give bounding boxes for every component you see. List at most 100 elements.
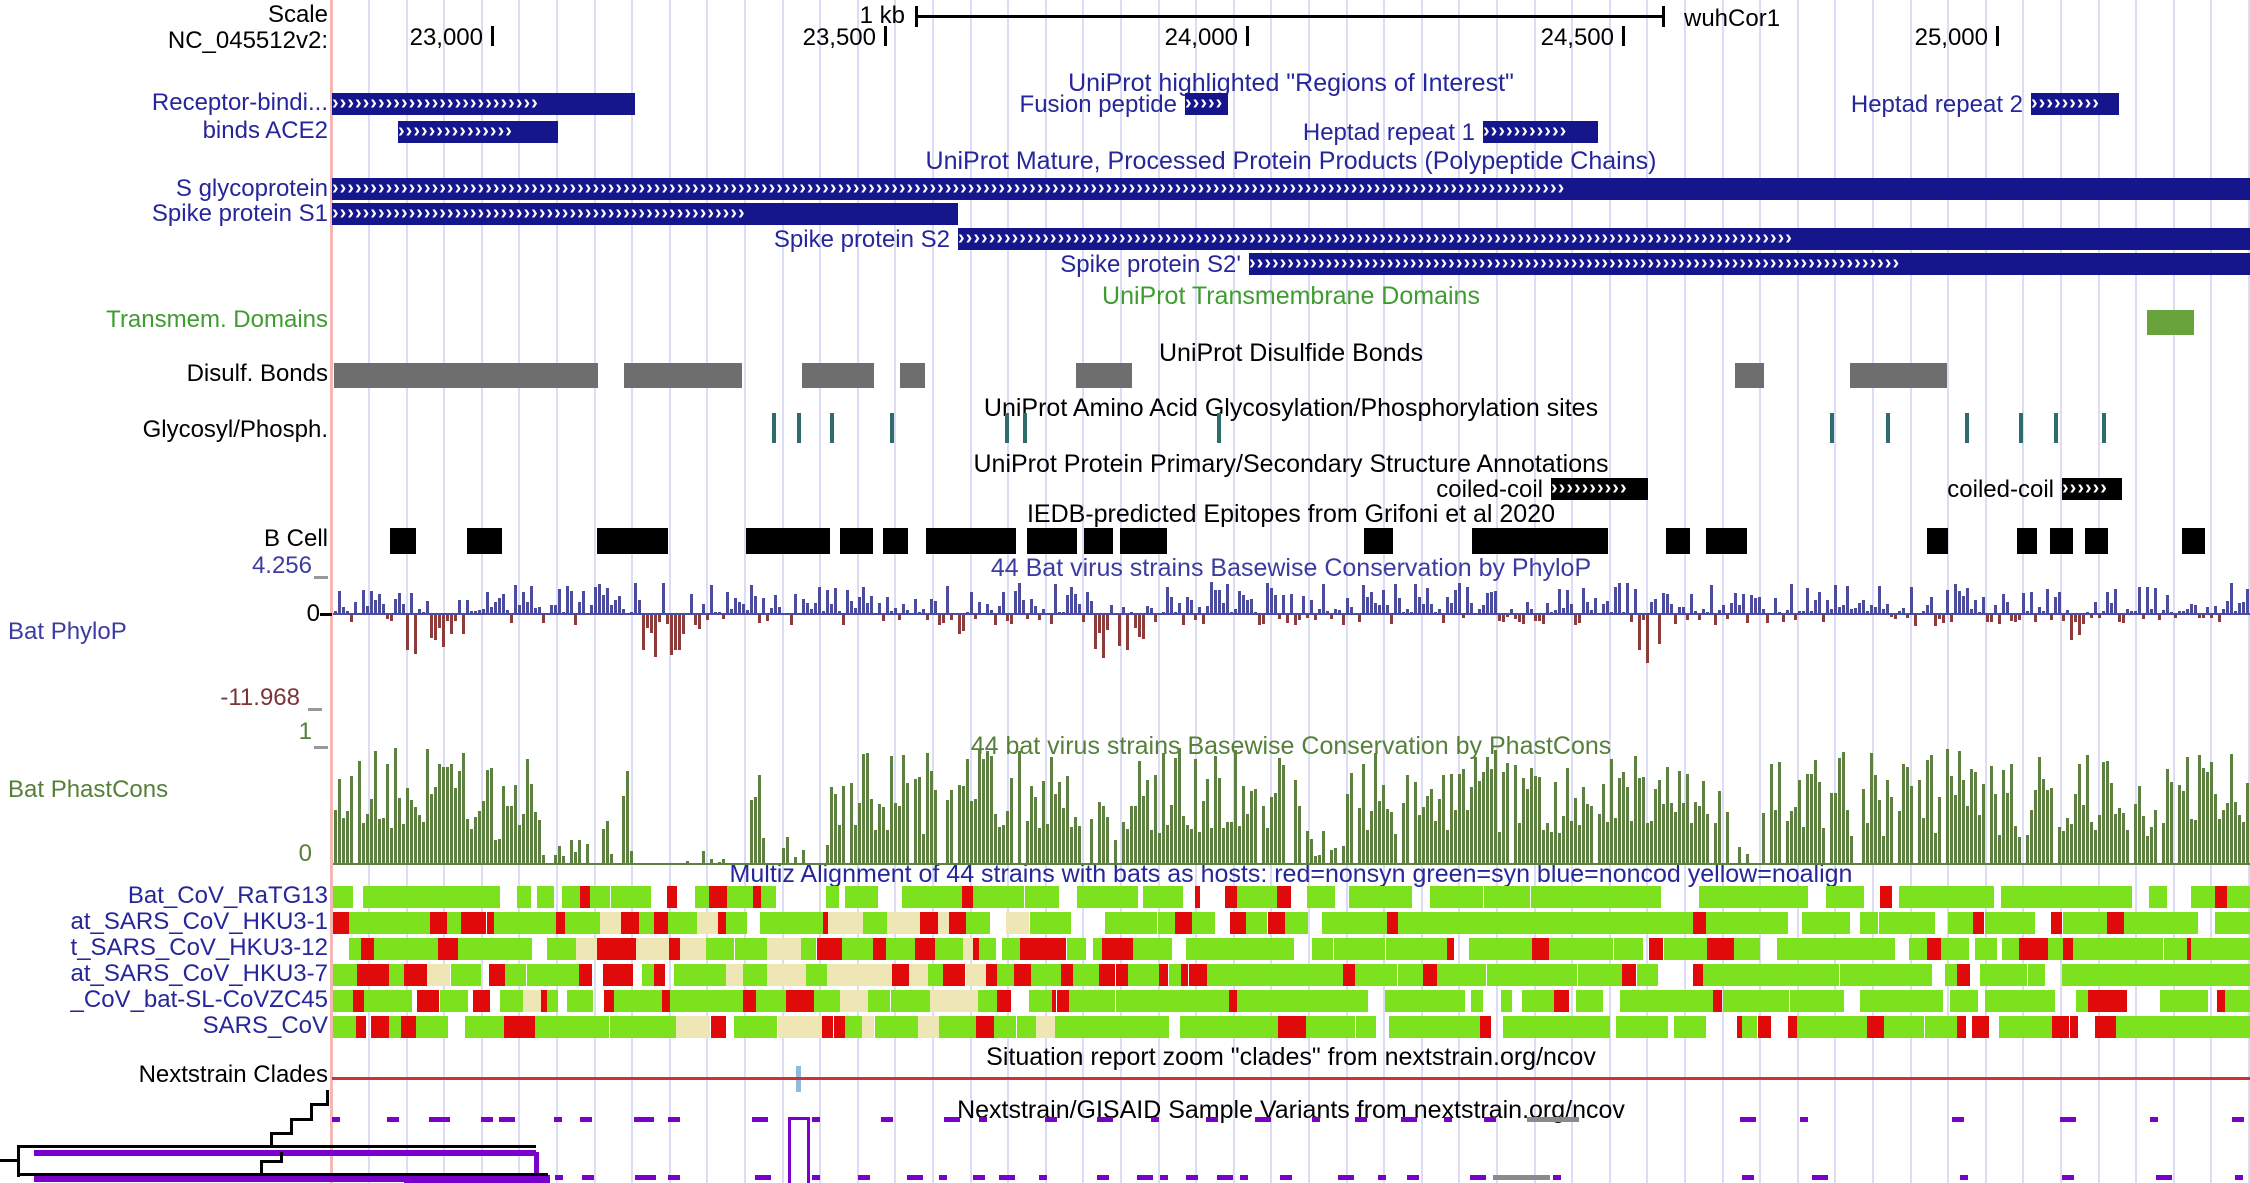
disulfide-block[interactable] bbox=[1076, 363, 1132, 388]
phastcons-bar bbox=[1050, 757, 1053, 865]
b-cell-epitope-block[interactable] bbox=[1027, 528, 1077, 554]
disulfide-block[interactable] bbox=[334, 363, 598, 388]
phylop-bar-neg bbox=[1906, 615, 1909, 618]
gutter-label-hku3-7[interactable]: at_SARS_CoV_HKU3-7 bbox=[70, 960, 328, 987]
b-cell-epitope-block[interactable] bbox=[467, 528, 502, 554]
b-cell-epitope-block[interactable] bbox=[926, 528, 1016, 554]
disulfide-block[interactable] bbox=[802, 363, 874, 388]
glyco-site-tick[interactable] bbox=[2102, 413, 2106, 443]
b-cell-epitope-block[interactable] bbox=[2017, 528, 2037, 554]
chain-feature[interactable]: ››››››››››››››››››››››››››››››››››››››››… bbox=[1249, 253, 2250, 275]
multiz-segment-g bbox=[842, 938, 853, 960]
multiz-segment-g bbox=[2063, 912, 2074, 934]
b-cell-epitope-block[interactable] bbox=[2182, 528, 2205, 554]
b-cell-epitope-block[interactable] bbox=[883, 528, 908, 554]
gutter-label-nextstrain-clades[interactable]: Nextstrain Clades bbox=[138, 1061, 328, 1088]
phylop-bar-pos bbox=[1270, 588, 1273, 615]
gutter-label-spike-s1[interactable]: Spike protein S1 bbox=[151, 200, 328, 227]
phylop-bar-pos bbox=[986, 604, 989, 615]
b-cell-epitope-block[interactable] bbox=[1120, 528, 1167, 554]
gutter-label-bat-phylop[interactable]: Bat PhyloP bbox=[8, 618, 127, 645]
gutter-label-b-cell[interactable]: B Cell bbox=[263, 525, 328, 552]
phylop-bar-pos bbox=[746, 610, 749, 615]
disulfide-block[interactable] bbox=[1850, 363, 1947, 388]
coiled-coil-feature[interactable]: ›››››› bbox=[2062, 478, 2122, 500]
phylop-bar-pos bbox=[1210, 582, 1213, 615]
glyco-site-tick[interactable] bbox=[2019, 413, 2023, 443]
gutter-label-disulf[interactable]: Disulf. Bonds bbox=[186, 360, 328, 387]
b-cell-epitope-block[interactable] bbox=[1666, 528, 1690, 554]
phastcons-bar bbox=[754, 797, 757, 865]
gutter-label-glyco[interactable]: Glycosyl/Phosph. bbox=[142, 416, 328, 443]
glyco-site-tick[interactable] bbox=[1217, 413, 1221, 443]
gutter-label-transmem[interactable]: Transmem. Domains bbox=[106, 306, 328, 333]
phastcons-bar bbox=[1706, 814, 1709, 865]
transmem-block[interactable] bbox=[2147, 310, 2194, 335]
disulfide-block[interactable] bbox=[900, 363, 925, 388]
phastcons-bar bbox=[1890, 797, 1893, 865]
phastcons-bar bbox=[1210, 828, 1213, 865]
disulfide-block[interactable] bbox=[1735, 363, 1764, 388]
glyco-site-tick[interactable] bbox=[890, 413, 894, 443]
roi-feature[interactable]: ››››››››››››››› bbox=[398, 121, 558, 143]
phastcons-bar bbox=[1806, 774, 1809, 865]
gutter-label-covzc45[interactable]: _CoV_bat-SL-CoVZC45 bbox=[70, 986, 328, 1013]
gutter-label-s-glycoprotein[interactable]: S glycoprotein bbox=[175, 175, 328, 202]
gutter-label-hku3-1[interactable]: at_SARS_CoV_HKU3-1 bbox=[70, 908, 328, 935]
chain-feature[interactable]: ››››››››››››››››››››››››››››››››››››››››… bbox=[332, 178, 2250, 200]
clades-line[interactable] bbox=[332, 1077, 2250, 1080]
phastcons-bar bbox=[1694, 802, 1697, 865]
gutter-label-binds-ace2[interactable]: binds ACE2 bbox=[202, 117, 328, 144]
b-cell-epitope-block[interactable] bbox=[1472, 528, 1608, 554]
b-cell-epitope-block[interactable] bbox=[2085, 528, 2108, 554]
phylop-bar-pos bbox=[2038, 607, 2041, 615]
roi-feature[interactable]: ››››››››››› bbox=[1483, 121, 1598, 143]
glyco-site-tick[interactable] bbox=[1830, 413, 1834, 443]
phylop-bar-pos bbox=[830, 604, 833, 615]
glyco-site-tick[interactable] bbox=[772, 413, 776, 443]
phylop-bar-neg bbox=[2198, 615, 2201, 618]
glyco-site-tick[interactable] bbox=[1023, 413, 1027, 443]
chain-feature[interactable]: ››››››››››››››››››››››››››››››››››››››››… bbox=[332, 203, 958, 225]
b-cell-epitope-block[interactable] bbox=[597, 528, 668, 554]
phylop-bar-pos bbox=[366, 606, 369, 615]
roi-feature[interactable]: ››››››››› bbox=[2031, 93, 2119, 115]
b-cell-epitope-block[interactable] bbox=[1706, 528, 1747, 554]
b-cell-epitope-block[interactable] bbox=[840, 528, 873, 554]
glyco-site-tick[interactable] bbox=[1965, 413, 1969, 443]
phastcons-bar bbox=[1686, 774, 1689, 865]
b-cell-epitope-block[interactable] bbox=[1364, 528, 1393, 554]
phastcons-bar bbox=[1814, 760, 1817, 865]
multiz-segment-r bbox=[1957, 1016, 1966, 1038]
phylop-bar-pos bbox=[1198, 607, 1201, 615]
multiz-segment-g bbox=[527, 964, 557, 986]
b-cell-epitope-block[interactable] bbox=[1927, 528, 1948, 554]
gutter-label-sars-cov[interactable]: SARS_CoV bbox=[202, 1012, 328, 1039]
phylop-zero-line bbox=[332, 613, 2250, 615]
b-cell-epitope-block[interactable] bbox=[390, 528, 416, 554]
glyco-site-tick[interactable] bbox=[830, 413, 834, 443]
gutter-label-rattg13[interactable]: Bat_CoV_RaTG13 bbox=[127, 882, 328, 909]
b-cell-epitope-block[interactable] bbox=[746, 528, 830, 554]
glyco-site-tick[interactable] bbox=[2054, 413, 2058, 443]
coiled-coil-feature[interactable]: ›››››››››› bbox=[1551, 478, 1648, 500]
gutter-label-hku3-12[interactable]: t_SARS_CoV_HKU3-12 bbox=[70, 934, 328, 961]
gutter-label-receptor-binding[interactable]: Receptor-bindi... bbox=[151, 89, 328, 116]
glyco-site-tick[interactable] bbox=[1005, 413, 1009, 443]
glyco-site-tick[interactable] bbox=[1886, 413, 1890, 443]
roi-feature[interactable]: ››››››››››››››››››››››››››› bbox=[332, 93, 635, 115]
gutter-label-bat-phastcons[interactable]: Bat PhastCons bbox=[8, 776, 169, 803]
multiz-segment-g bbox=[2140, 964, 2172, 986]
phylop-bar-neg bbox=[1502, 615, 1505, 622]
chain-feature[interactable]: ››››››››››››››››››››››››››››››››››››››››… bbox=[958, 228, 2250, 250]
roi-feature[interactable]: ››››› bbox=[1185, 93, 1228, 115]
disulfide-block[interactable] bbox=[624, 363, 742, 388]
multiz-segment-r bbox=[1693, 912, 1706, 934]
b-cell-epitope-block[interactable] bbox=[1084, 528, 1113, 554]
glyco-site-tick[interactable] bbox=[797, 413, 801, 443]
b-cell-epitope-block[interactable] bbox=[2050, 528, 2073, 554]
multiz-segment-g bbox=[1518, 964, 1537, 986]
variant-open-rect[interactable] bbox=[788, 1117, 810, 1183]
phylop-bar-pos bbox=[518, 605, 521, 615]
